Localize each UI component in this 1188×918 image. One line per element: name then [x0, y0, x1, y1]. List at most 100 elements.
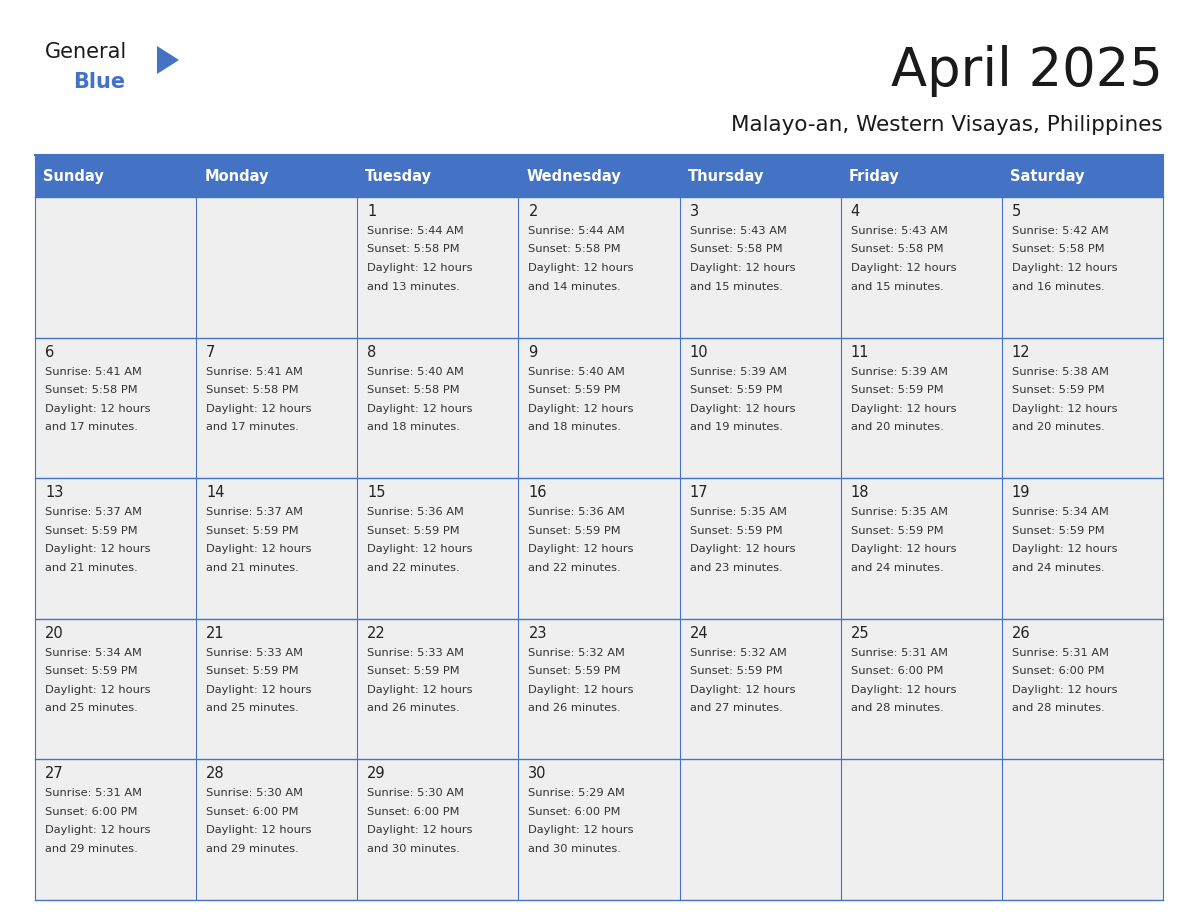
Text: Sunset: 5:58 PM: Sunset: 5:58 PM	[529, 244, 621, 254]
Text: Sunrise: 5:43 AM: Sunrise: 5:43 AM	[851, 226, 948, 236]
Text: Wednesday: Wednesday	[526, 169, 621, 184]
Text: Sunrise: 5:39 AM: Sunrise: 5:39 AM	[689, 366, 786, 376]
Text: and 19 minutes.: and 19 minutes.	[689, 422, 783, 432]
Bar	[34, 759, 1163, 900]
Text: Daylight: 12 hours: Daylight: 12 hours	[529, 685, 634, 695]
Text: 25: 25	[851, 626, 870, 641]
Text: Monday: Monday	[204, 169, 268, 184]
Text: Sunset: 5:58 PM: Sunset: 5:58 PM	[367, 385, 460, 395]
Text: 27: 27	[45, 767, 64, 781]
Text: Sunset: 5:58 PM: Sunset: 5:58 PM	[45, 385, 138, 395]
Text: Sunset: 5:59 PM: Sunset: 5:59 PM	[529, 666, 621, 677]
Text: Daylight: 12 hours: Daylight: 12 hours	[207, 544, 311, 554]
Text: April 2025: April 2025	[891, 45, 1163, 97]
Text: Sunrise: 5:43 AM: Sunrise: 5:43 AM	[689, 226, 786, 236]
Text: Sunrise: 5:33 AM: Sunrise: 5:33 AM	[207, 648, 303, 658]
Text: 3: 3	[689, 204, 699, 219]
Text: Sunrise: 5:40 AM: Sunrise: 5:40 AM	[367, 366, 465, 376]
Text: 23: 23	[529, 626, 546, 641]
Text: and 22 minutes.: and 22 minutes.	[367, 563, 460, 573]
Text: Blue: Blue	[72, 72, 125, 92]
Text: Sunrise: 5:37 AM: Sunrise: 5:37 AM	[207, 508, 303, 517]
Text: Daylight: 12 hours: Daylight: 12 hours	[367, 263, 473, 273]
Text: Daylight: 12 hours: Daylight: 12 hours	[851, 263, 956, 273]
Text: Sunrise: 5:29 AM: Sunrise: 5:29 AM	[529, 789, 625, 799]
Text: and 28 minutes.: and 28 minutes.	[851, 703, 943, 713]
Text: Sunset: 5:59 PM: Sunset: 5:59 PM	[529, 526, 621, 536]
Text: and 15 minutes.: and 15 minutes.	[689, 282, 783, 292]
Text: and 13 minutes.: and 13 minutes.	[367, 282, 460, 292]
Text: Sunrise: 5:44 AM: Sunrise: 5:44 AM	[367, 226, 465, 236]
Text: Sunrise: 5:41 AM: Sunrise: 5:41 AM	[45, 366, 141, 376]
Text: 18: 18	[851, 486, 870, 500]
Text: Sunrise: 5:36 AM: Sunrise: 5:36 AM	[529, 508, 625, 517]
Text: Daylight: 12 hours: Daylight: 12 hours	[45, 544, 151, 554]
Text: Sunrise: 5:30 AM: Sunrise: 5:30 AM	[207, 789, 303, 799]
Text: Sunrise: 5:34 AM: Sunrise: 5:34 AM	[45, 648, 141, 658]
Text: and 26 minutes.: and 26 minutes.	[529, 703, 621, 713]
Text: 21: 21	[207, 626, 225, 641]
Text: 13: 13	[45, 486, 63, 500]
Text: 5: 5	[1012, 204, 1022, 219]
Text: Thursday: Thursday	[688, 169, 764, 184]
Text: Sunrise: 5:31 AM: Sunrise: 5:31 AM	[45, 789, 143, 799]
Text: Sunset: 6:00 PM: Sunset: 6:00 PM	[529, 807, 621, 817]
Bar	[34, 155, 1163, 197]
Text: Sunday: Sunday	[43, 169, 103, 184]
Text: and 20 minutes.: and 20 minutes.	[851, 422, 943, 432]
Text: Daylight: 12 hours: Daylight: 12 hours	[367, 544, 473, 554]
Text: Daylight: 12 hours: Daylight: 12 hours	[689, 263, 795, 273]
Text: Daylight: 12 hours: Daylight: 12 hours	[45, 685, 151, 695]
Text: 17: 17	[689, 486, 708, 500]
Text: Sunrise: 5:32 AM: Sunrise: 5:32 AM	[529, 648, 625, 658]
Text: and 15 minutes.: and 15 minutes.	[851, 282, 943, 292]
Text: 4: 4	[851, 204, 860, 219]
Text: Friday: Friday	[848, 169, 899, 184]
Text: and 21 minutes.: and 21 minutes.	[45, 563, 138, 573]
Text: Sunset: 5:59 PM: Sunset: 5:59 PM	[45, 666, 138, 677]
Text: 1: 1	[367, 204, 377, 219]
Text: and 26 minutes.: and 26 minutes.	[367, 703, 460, 713]
Text: and 25 minutes.: and 25 minutes.	[207, 703, 299, 713]
Text: Daylight: 12 hours: Daylight: 12 hours	[851, 544, 956, 554]
Text: 29: 29	[367, 767, 386, 781]
Text: Sunset: 5:58 PM: Sunset: 5:58 PM	[207, 385, 298, 395]
Text: 16: 16	[529, 486, 546, 500]
Text: 26: 26	[1012, 626, 1030, 641]
Text: Daylight: 12 hours: Daylight: 12 hours	[1012, 685, 1118, 695]
Text: Sunset: 5:59 PM: Sunset: 5:59 PM	[851, 526, 943, 536]
Text: 19: 19	[1012, 486, 1030, 500]
Text: Sunrise: 5:30 AM: Sunrise: 5:30 AM	[367, 789, 465, 799]
Text: and 23 minutes.: and 23 minutes.	[689, 563, 783, 573]
Text: Sunrise: 5:36 AM: Sunrise: 5:36 AM	[367, 508, 465, 517]
Text: Sunset: 5:58 PM: Sunset: 5:58 PM	[367, 244, 460, 254]
Text: Sunrise: 5:41 AM: Sunrise: 5:41 AM	[207, 366, 303, 376]
Text: Daylight: 12 hours: Daylight: 12 hours	[1012, 404, 1118, 414]
Text: Daylight: 12 hours: Daylight: 12 hours	[207, 825, 311, 835]
Text: Daylight: 12 hours: Daylight: 12 hours	[207, 404, 311, 414]
Text: and 24 minutes.: and 24 minutes.	[851, 563, 943, 573]
Text: and 24 minutes.: and 24 minutes.	[1012, 563, 1105, 573]
Text: Sunset: 5:59 PM: Sunset: 5:59 PM	[45, 526, 138, 536]
Text: 20: 20	[45, 626, 64, 641]
Bar	[34, 338, 1163, 478]
Text: Sunset: 6:00 PM: Sunset: 6:00 PM	[207, 807, 298, 817]
Text: Sunset: 5:59 PM: Sunset: 5:59 PM	[529, 385, 621, 395]
Text: 10: 10	[689, 344, 708, 360]
Text: Sunrise: 5:31 AM: Sunrise: 5:31 AM	[851, 648, 948, 658]
Text: Sunrise: 5:44 AM: Sunrise: 5:44 AM	[529, 226, 625, 236]
Text: Sunset: 5:59 PM: Sunset: 5:59 PM	[689, 666, 782, 677]
Text: Daylight: 12 hours: Daylight: 12 hours	[851, 404, 956, 414]
Text: Tuesday: Tuesday	[366, 169, 432, 184]
Text: 30: 30	[529, 767, 546, 781]
Text: Daylight: 12 hours: Daylight: 12 hours	[689, 544, 795, 554]
Text: Sunset: 6:00 PM: Sunset: 6:00 PM	[851, 666, 943, 677]
Text: and 17 minutes.: and 17 minutes.	[207, 422, 299, 432]
Text: Sunrise: 5:42 AM: Sunrise: 5:42 AM	[1012, 226, 1108, 236]
Text: and 29 minutes.: and 29 minutes.	[207, 844, 299, 854]
Bar	[34, 619, 1163, 759]
Text: 2: 2	[529, 204, 538, 219]
Text: Daylight: 12 hours: Daylight: 12 hours	[1012, 263, 1118, 273]
Text: Daylight: 12 hours: Daylight: 12 hours	[367, 825, 473, 835]
Text: Sunrise: 5:40 AM: Sunrise: 5:40 AM	[529, 366, 625, 376]
